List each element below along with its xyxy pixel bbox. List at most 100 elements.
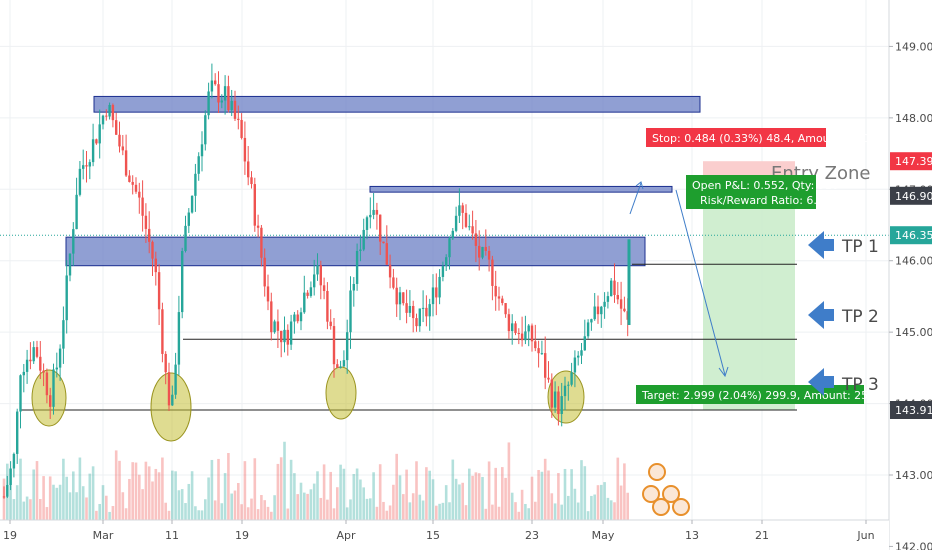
candle-body bbox=[157, 272, 161, 310]
volume-bar bbox=[435, 505, 438, 520]
volume-bar bbox=[553, 503, 557, 520]
candle-body bbox=[527, 325, 530, 332]
candle-body bbox=[233, 100, 237, 119]
volume-bar bbox=[471, 475, 474, 520]
stop-label-bg bbox=[646, 128, 826, 147]
candle-body bbox=[207, 91, 210, 116]
volume-bar bbox=[365, 498, 369, 520]
volume-bar bbox=[233, 490, 237, 520]
candle-body bbox=[181, 251, 184, 313]
tp3-label: TP 3 bbox=[841, 375, 879, 395]
candle-body bbox=[293, 314, 296, 322]
event-flag-icon[interactable] bbox=[662, 485, 680, 503]
candle-body bbox=[85, 165, 88, 167]
event-flag-icon[interactable] bbox=[672, 498, 690, 516]
candle-body bbox=[365, 217, 369, 230]
event-flag-icon[interactable] bbox=[642, 485, 660, 503]
time-axis[interactable] bbox=[0, 520, 889, 550]
resistance-zone[interactable] bbox=[93, 95, 701, 113]
candle-body bbox=[487, 250, 491, 260]
volume-bar bbox=[35, 461, 39, 520]
volume-bar bbox=[12, 499, 16, 520]
volume-bar bbox=[468, 468, 471, 520]
candle-body bbox=[283, 329, 286, 343]
volume-bar bbox=[550, 493, 554, 520]
candle-body bbox=[412, 306, 415, 319]
candle-body bbox=[577, 355, 580, 358]
candle-body bbox=[49, 395, 52, 407]
candle-body bbox=[9, 468, 12, 485]
volume-bar bbox=[147, 466, 151, 520]
entry-zone[interactable] bbox=[369, 185, 673, 193]
volume-bar bbox=[118, 460, 121, 520]
event-markers[interactable] bbox=[642, 463, 690, 516]
volume-bar bbox=[322, 464, 326, 520]
volume-bar bbox=[48, 476, 52, 520]
volume-bar bbox=[293, 473, 296, 520]
volume-bar bbox=[609, 500, 613, 520]
volume-bar bbox=[227, 453, 230, 520]
zones[interactable] bbox=[65, 95, 701, 267]
event-flag-icon[interactable] bbox=[652, 498, 670, 516]
volume-bar bbox=[527, 508, 530, 520]
candle-body bbox=[540, 353, 544, 355]
candle-body bbox=[514, 323, 517, 334]
volume-bar bbox=[9, 469, 12, 520]
highlight-circles[interactable] bbox=[31, 366, 585, 442]
volume-bar bbox=[121, 492, 125, 520]
candle-body bbox=[428, 304, 431, 317]
volume-bar bbox=[91, 466, 95, 520]
volume-bar bbox=[180, 489, 184, 520]
candle-body bbox=[461, 205, 464, 213]
volume-bar bbox=[220, 503, 224, 520]
candle-body bbox=[243, 137, 247, 162]
volume-bar bbox=[563, 468, 567, 520]
projection-line[interactable] bbox=[675, 189, 726, 376]
volume-bar bbox=[458, 484, 461, 520]
volume-bar bbox=[279, 457, 283, 520]
volume-bar bbox=[58, 484, 62, 520]
candle-body bbox=[309, 287, 313, 296]
candle-body bbox=[111, 104, 115, 121]
time-tick-label: 11 bbox=[165, 529, 179, 542]
candle-body bbox=[484, 246, 487, 251]
candle-body bbox=[339, 366, 342, 368]
candle-body bbox=[547, 377, 550, 380]
price-axis[interactable] bbox=[889, 0, 932, 550]
support-zone[interactable] bbox=[65, 236, 646, 267]
volume-bar bbox=[411, 493, 415, 520]
candle-body bbox=[296, 314, 299, 322]
candle-body bbox=[435, 287, 438, 298]
candle-body bbox=[276, 321, 280, 331]
volume-bar bbox=[402, 494, 405, 520]
annotations[interactable]: Stop: 0.484 (0.33%) 48.4, Amount: 750.26… bbox=[636, 128, 900, 516]
volume-bar bbox=[72, 471, 75, 520]
highlight-circle[interactable] bbox=[325, 366, 357, 420]
candle-body bbox=[481, 246, 484, 258]
price-badge bbox=[890, 226, 932, 245]
candle-body bbox=[362, 229, 365, 250]
highlight-circle[interactable] bbox=[150, 372, 192, 442]
candle-body bbox=[154, 258, 157, 273]
candle-body bbox=[454, 215, 458, 231]
highlight-circle[interactable] bbox=[547, 370, 585, 424]
candle-body bbox=[65, 275, 68, 321]
volume-bar bbox=[362, 487, 365, 520]
projection-line[interactable] bbox=[629, 182, 642, 215]
volume-bars bbox=[2, 441, 629, 520]
volume-bar bbox=[177, 490, 181, 520]
volume-bar bbox=[68, 492, 72, 520]
candle-body bbox=[174, 364, 177, 395]
volume-bar bbox=[286, 508, 290, 520]
volume-bar bbox=[547, 470, 550, 520]
target-area[interactable] bbox=[703, 195, 795, 410]
candle-body bbox=[415, 318, 418, 327]
candle-body bbox=[187, 212, 190, 226]
price-tick-label: 148.000 bbox=[895, 112, 932, 125]
event-flag-icon[interactable] bbox=[648, 463, 666, 481]
candle-body bbox=[573, 357, 577, 373]
volume-bar bbox=[494, 467, 497, 520]
